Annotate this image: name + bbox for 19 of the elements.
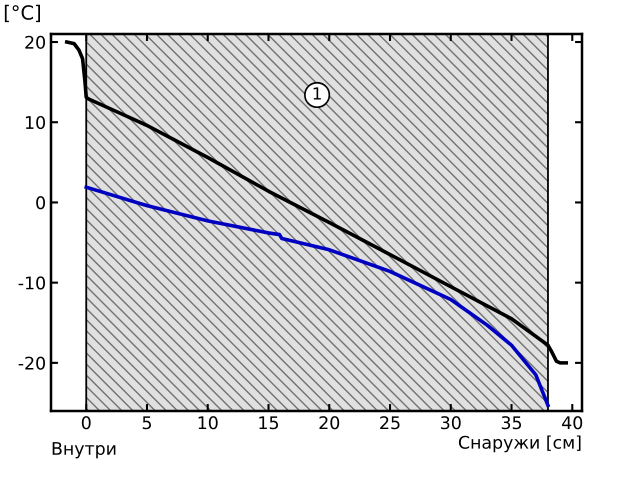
x-tick-label: 35 (502, 416, 522, 430)
y-tick-label: -20 (18, 356, 45, 370)
annotation: 1 (314, 87, 321, 100)
x-tick-label: 30 (441, 416, 461, 430)
x-tick-label: 25 (380, 416, 400, 430)
x-tick-label: 40 (562, 416, 582, 430)
x-tick-label: 10 (198, 416, 218, 430)
x-tick-label: 15 (259, 416, 278, 430)
x-tick-label: 5 (142, 416, 151, 430)
x-tick-label: 20 (319, 416, 340, 430)
x-tick-label: 0 (82, 416, 91, 430)
y-tick-label: 20 (25, 36, 45, 49)
y-tick-label: 0 (36, 196, 45, 210)
x-axis-title: Снаружи [см] (458, 435, 581, 452)
y-tick-label: -10 (18, 276, 45, 290)
y-tick-label: 10 (26, 116, 45, 130)
y-axis-title: [°C] (4, 4, 40, 22)
text: Внутри (52, 442, 116, 458)
line-series (84, 185, 550, 408)
